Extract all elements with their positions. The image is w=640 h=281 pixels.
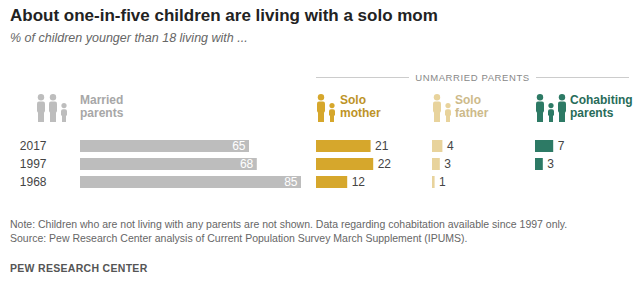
svg-text:12: 12 [352,175,366,189]
svg-text:1968: 1968 [20,175,47,189]
html-text:parents: parents [80,106,124,120]
html-text:Solo: Solo [455,93,481,107]
svg-text:21: 21 [375,139,389,153]
html-text:Married: Married [80,93,124,107]
svg-text:1997: 1997 [20,157,47,171]
html-text:Note: Children who are not liv: Note: Children who are not living with a… [10,218,568,230]
html-text:Solo: Solo [340,93,366,107]
svg-text:65: 65 [232,139,246,153]
svg-text:68: 68 [240,157,254,171]
html-text:About one-in-five children are: About one-in-five children are living wi… [10,6,438,25]
svg-text:22: 22 [378,157,392,171]
svg-text:7: 7 [558,139,565,153]
svg-text:85: 85 [284,175,298,189]
svg-text:3: 3 [444,157,451,171]
svg-text:3: 3 [547,157,554,171]
html-text:Cohabiting: Cohabiting [570,93,633,107]
html-text:PEW RESEARCH CENTER: PEW RESEARCH CENTER [10,262,148,274]
html-text:% of children younger than 18: % of children younger than 18 living wit… [10,31,248,45]
html-text:UNMARRIED PARENTS: UNMARRIED PARENTS [415,72,530,83]
svg-text:4: 4 [447,139,454,153]
html-text:parents: parents [570,106,614,120]
svg-text:2017: 2017 [20,139,47,153]
html-text:Source: Pew Research Center an: Source: Pew Research Center analysis of … [10,232,468,244]
svg-text:1: 1 [439,175,446,189]
html-text:father: father [455,106,489,120]
html-text:mother: mother [340,106,381,120]
